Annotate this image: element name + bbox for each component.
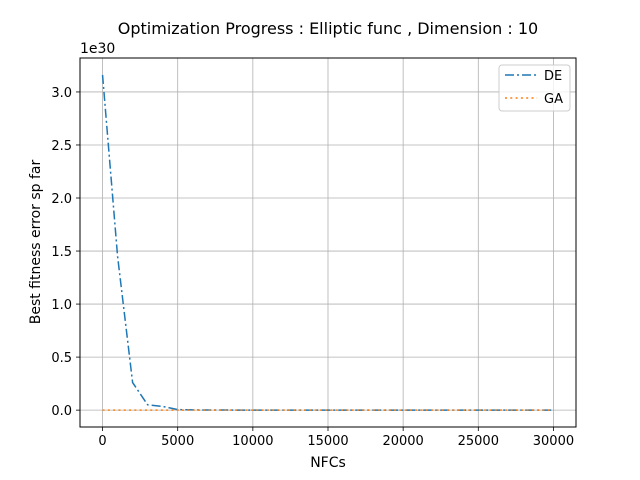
x-tick-label: 20000 [382,434,423,449]
x-tick-label: 10000 [232,434,273,449]
y-tick-label: 0.5 [51,351,72,366]
x-tick-label: 25000 [458,434,499,449]
y-tick-label: 2.0 [51,192,72,207]
x-axis-ticks: 0 5000 10000 15000 20000 25000 30000 [98,427,574,449]
y-scale-label: 1e30 [80,41,115,57]
y-tick-label: 2.5 [51,139,72,154]
x-tick-label: 30000 [533,434,574,449]
y-tick-label: 1.5 [51,245,72,260]
chart-title: Optimization Progress : Elliptic func , … [118,19,538,38]
legend-box [498,64,571,112]
series-layer [101,74,554,411]
x-tick-label: 0 [98,434,106,449]
legend-label-de: DE [544,69,562,84]
x-tick-label: 15000 [307,434,348,449]
x-axis-label: NFCs [310,455,346,471]
legend-label-ga: GA [544,92,563,107]
legend: DE GA [498,64,571,112]
y-tick-label: 1.0 [51,298,72,313]
y-tick-label: 3.0 [51,86,72,101]
y-tick-label: 0.0 [51,404,72,419]
y-axis-ticks: 0.0 0.5 1.0 1.5 2.0 2.5 3.0 [51,86,80,419]
y-axis-label: Best fitness error sp far [28,160,44,325]
x-tick-label: 5000 [161,434,194,449]
